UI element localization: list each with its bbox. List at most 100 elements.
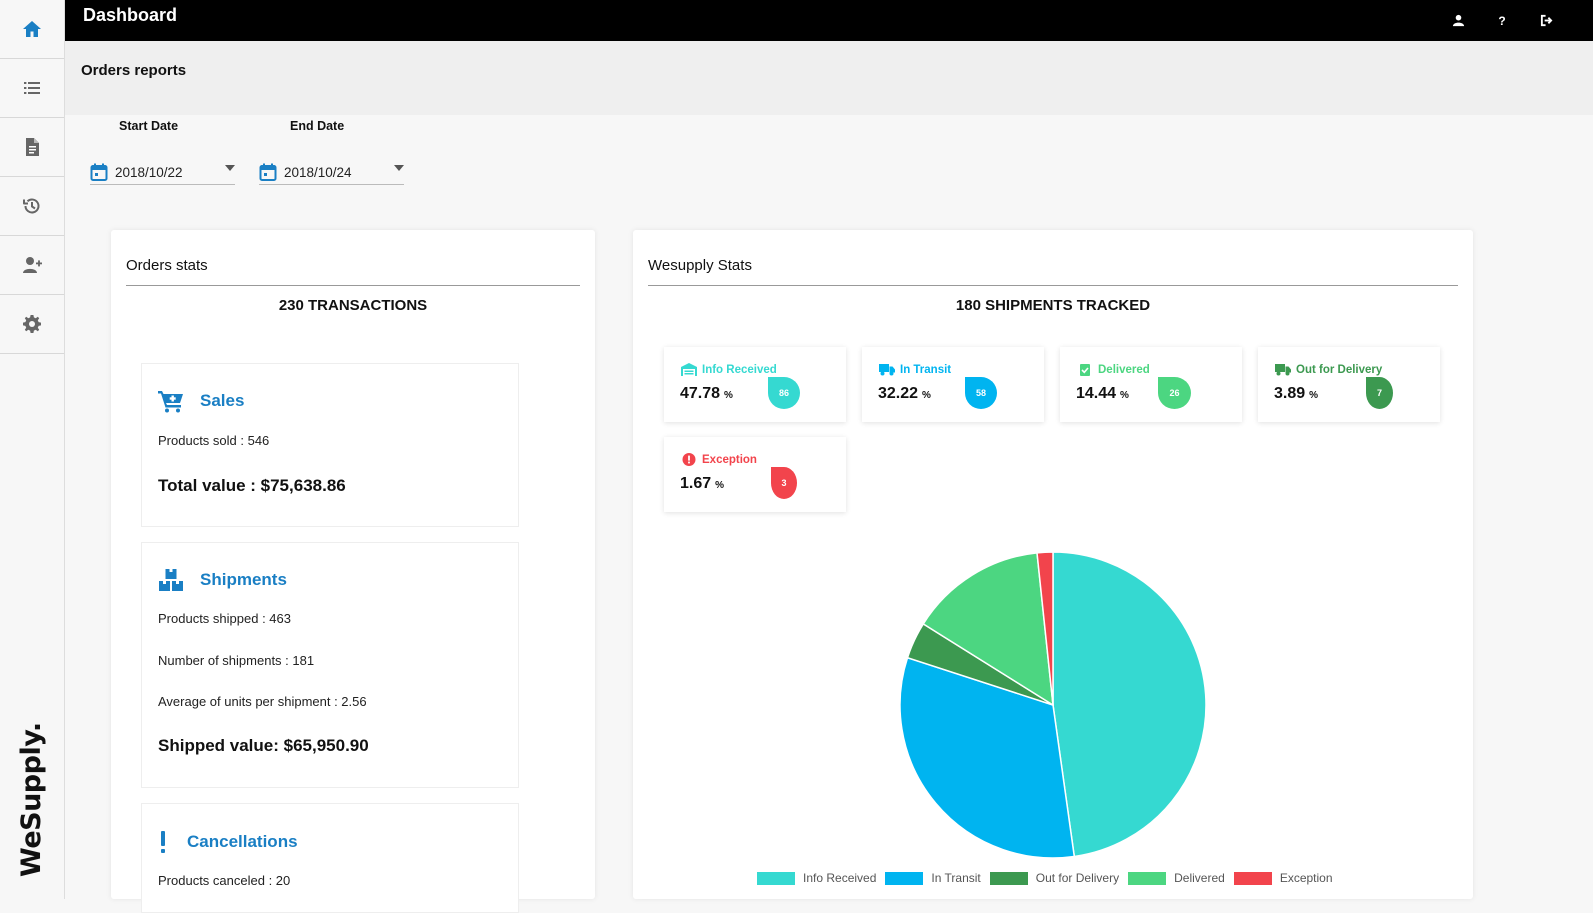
cancellations-block: Cancellations Products canceled : 20 xyxy=(141,803,519,913)
legend-item[interactable]: Delivered xyxy=(1128,871,1225,885)
percent-unit: % xyxy=(724,390,733,401)
sidebar-item-home[interactable] xyxy=(0,0,64,59)
cart-icon xyxy=(158,391,183,413)
tile-percentage: 1.67 xyxy=(680,475,712,492)
shipped-total-value: Shipped value: $65,950.90 xyxy=(158,736,369,755)
end-date-value: 2018/10/24 xyxy=(284,164,352,180)
legend-swatch xyxy=(885,871,924,885)
legend-item[interactable]: Info Received xyxy=(757,871,876,885)
warehouse-icon xyxy=(681,363,697,376)
legend-label: Out for Delivery xyxy=(1035,871,1120,885)
status-tile-info-received[interactable]: Info Received 47.78% 86 xyxy=(664,347,846,422)
number-of-shipments: Number of shipments : 181 xyxy=(158,653,315,668)
average-units-per-shipment: Average of units per shipment : 2.56 xyxy=(158,694,367,709)
legend-swatch xyxy=(757,871,795,885)
home-icon xyxy=(23,21,41,37)
shipments-title-row: Shipments xyxy=(158,568,287,592)
legend-item[interactable]: Exception xyxy=(1233,871,1333,885)
percent-unit: % xyxy=(1120,390,1129,401)
cancellations-title: Cancellations xyxy=(187,832,298,851)
add-user-icon xyxy=(23,257,42,273)
shipments-pie-chart xyxy=(899,551,1207,859)
tile-percentage: 14.44 xyxy=(1076,385,1117,402)
top-bar: Dashboard ? xyxy=(65,0,1593,41)
start-date-picker[interactable]: 2018/10/22 xyxy=(90,160,235,185)
legend-label: Exception xyxy=(1279,871,1333,885)
sales-title-row: Sales xyxy=(158,389,244,413)
sidebar-item-settings[interactable] xyxy=(0,295,64,354)
start-date-value: 2018/10/22 xyxy=(115,164,183,180)
calendar-icon xyxy=(90,163,108,181)
count-badge: 7 xyxy=(1366,377,1393,409)
sidebar-item-add-user[interactable] xyxy=(0,236,64,295)
gear-icon xyxy=(23,315,41,333)
pie-slice-delivered[interactable] xyxy=(922,552,1054,707)
user-icon[interactable] xyxy=(1449,12,1467,30)
brand-logo-text: WeSupply. xyxy=(16,722,47,877)
list-icon xyxy=(24,82,40,94)
tile-label: In Transit xyxy=(900,363,952,376)
wesupply-stats-title: Wesupply Stats xyxy=(648,257,752,274)
count-badge: 3 xyxy=(771,467,797,499)
count-badge: 58 xyxy=(965,377,997,409)
legend-label: Info Received xyxy=(803,871,877,885)
legend-swatch xyxy=(1128,871,1167,885)
sales-title: Sales xyxy=(200,391,245,410)
brand-logo: WeSupply. xyxy=(16,722,48,877)
help-icon[interactable]: ? xyxy=(1498,13,1506,28)
pie-slice-info-received[interactable] xyxy=(1052,551,1207,858)
legend-swatch xyxy=(989,871,1028,885)
shipments-title: Shipments xyxy=(200,570,287,589)
chevron-down-icon xyxy=(225,165,235,171)
clipboard-check-icon xyxy=(1080,364,1090,376)
tile-percentage: 47.78 xyxy=(680,385,721,402)
tile-percentage: 32.22 xyxy=(878,385,919,402)
cancellations-title-row: Cancellations xyxy=(156,830,298,854)
sales-total-value: Total value : $75,638.86 xyxy=(158,476,346,495)
sidebar-item-history[interactable] xyxy=(0,177,64,236)
sidebar-item-reports[interactable] xyxy=(0,118,64,177)
truck-icon xyxy=(879,364,895,376)
products-canceled: Products canceled : 20 xyxy=(158,873,291,888)
start-date-label: Start Date xyxy=(119,119,179,133)
count-badge: 86 xyxy=(768,377,800,409)
app-title: Dashboard xyxy=(83,5,178,25)
percent-unit: % xyxy=(922,390,931,401)
calendar-icon xyxy=(259,163,277,181)
wesupply-stats-card: Wesupply Stats 180 SHIPMENTS TRACKED Inf… xyxy=(633,230,1473,899)
end-date-label: End Date xyxy=(290,119,345,133)
sidebar: WeSupply. xyxy=(0,0,65,899)
orders-stats-card: Orders stats 230 TRANSACTIONS Sales Prod… xyxy=(111,230,595,913)
history-icon xyxy=(23,198,40,214)
products-shipped: Products shipped : 463 xyxy=(158,611,291,626)
legend-swatch xyxy=(1233,871,1272,885)
chevron-down-icon xyxy=(394,165,404,171)
status-tile-delivered[interactable]: Delivered 14.44% 26 xyxy=(1060,347,1242,422)
pie-slice-in-transit[interactable] xyxy=(899,656,1076,859)
shipments-block: Shipments Products shipped : 463 Number … xyxy=(141,542,519,788)
legend-label: Delivered xyxy=(1174,871,1225,885)
sales-block: Sales Products sold : 546 Total value : … xyxy=(141,363,519,527)
pie-slice-exception[interactable] xyxy=(1036,551,1054,706)
tile-label: Out for Delivery xyxy=(1296,363,1383,376)
transactions-count: 230 TRANSACTIONS xyxy=(278,297,428,314)
exclamation-icon xyxy=(161,831,165,853)
status-tile-exception[interactable]: Exception 1.67% 3 xyxy=(664,437,846,512)
page-header: Orders reports xyxy=(65,41,1593,115)
legend-item[interactable]: In Transit xyxy=(885,871,981,885)
tile-label: Delivered xyxy=(1098,363,1150,376)
alert-circle-icon xyxy=(682,453,696,466)
sidebar-item-orders-list[interactable] xyxy=(0,59,64,118)
status-tile-in-transit[interactable]: In Transit 32.22% 58 xyxy=(862,347,1044,422)
logout-icon[interactable] xyxy=(1537,12,1555,30)
tile-label: Exception xyxy=(702,453,757,466)
shipments-tracked-count: 180 SHIPMENTS TRACKED xyxy=(955,297,1151,314)
legend-item[interactable]: Out for Delivery xyxy=(989,871,1120,885)
chart-legend: Info Received In Transit Out for Delivery D… xyxy=(757,871,1333,885)
count-badge: 26 xyxy=(1158,377,1191,409)
orders-stats-title: Orders stats xyxy=(126,257,208,274)
status-tile-out-for-delivery[interactable]: Out for Delivery 3.89% 7 xyxy=(1258,347,1440,422)
end-date-picker[interactable]: 2018/10/24 xyxy=(259,160,404,185)
document-icon xyxy=(26,138,39,156)
percent-unit: % xyxy=(715,480,725,491)
